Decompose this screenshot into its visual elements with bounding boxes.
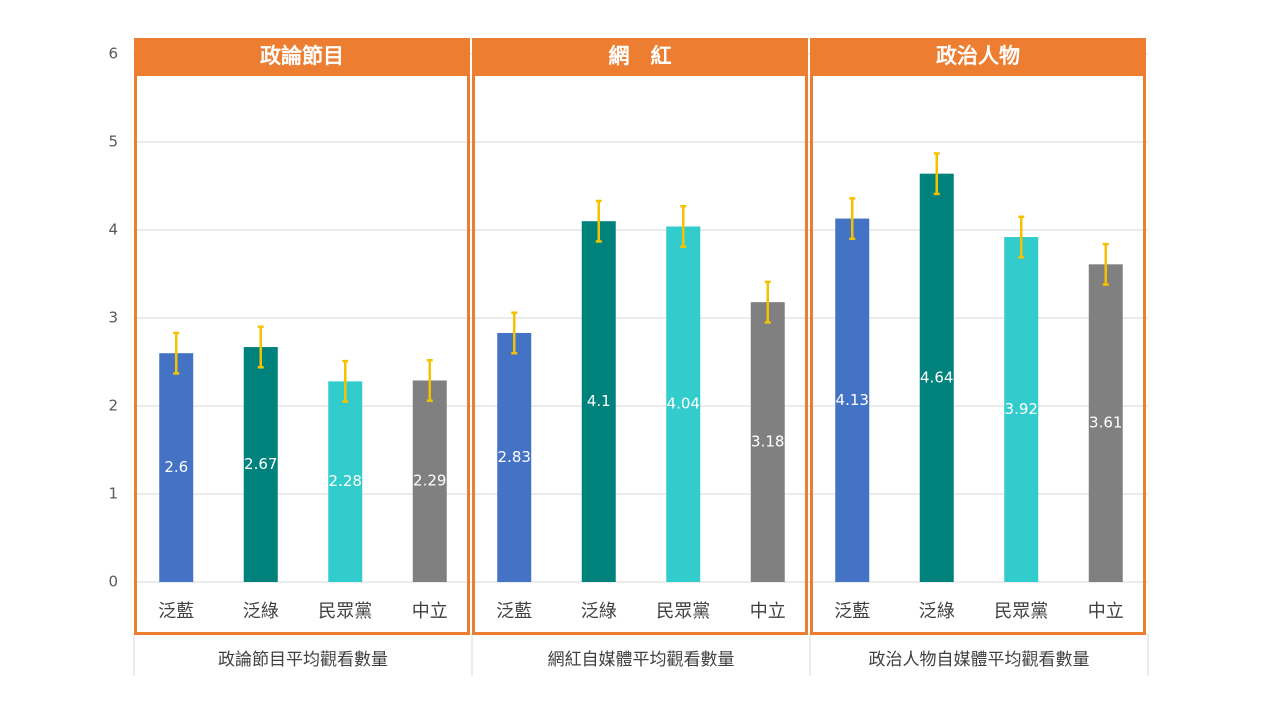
bar [243,347,278,582]
x-axis-label: 政論節目平均觀看數量 [218,650,388,670]
x-tick-label: 泛綠 [581,601,617,622]
data-label: 3.18 [751,433,784,451]
y-tick-label: 2 [108,397,118,415]
y-tick-label: 0 [108,573,118,591]
bar [1004,237,1039,583]
data-label: 4.64 [920,368,953,386]
y-tick-label: 1 [108,485,118,503]
y-tick-label: 3 [108,309,118,327]
x-axis-label: 政治人物自媒體平均觀看數量 [869,650,1090,670]
data-label: 4.1 [587,392,611,410]
x-tick-label: 中立 [412,601,448,622]
x-tick-label: 中立 [750,601,786,622]
y-tick-label: 5 [108,133,118,151]
bar [750,302,785,582]
y-tick-label: 4 [108,221,118,239]
panel-header [472,38,808,76]
x-tick-label: 民眾黨 [656,601,710,622]
x-tick-label: 泛藍 [496,601,532,622]
bar [919,173,954,582]
y-tick-label: 6 [108,45,118,63]
panel-header [810,38,1146,76]
bar [159,353,194,582]
data-label: 2.6 [164,458,188,476]
bar [835,218,870,582]
x-tick-label: 民眾黨 [994,601,1048,622]
panel-title: 網 紅 [609,44,672,68]
panel-title: 政論節目 [260,44,344,68]
x-axis-label: 網紅自媒體平均觀看數量 [548,650,735,670]
bar [666,226,701,583]
bar [497,332,532,582]
data-label: 2.67 [244,455,277,473]
x-tick-label: 中立 [1088,601,1124,622]
x-tick-label: 泛綠 [243,601,279,622]
bar [412,380,447,582]
data-label: 4.04 [667,395,700,413]
data-label: 2.29 [413,472,446,490]
panel-header [134,38,470,76]
x-tick-label: 民眾黨 [318,601,372,622]
bar [328,381,363,582]
bar [581,221,616,582]
data-label: 2.28 [329,472,362,490]
x-tick-label: 泛藍 [834,601,870,622]
panel-title: 政治人物 [936,44,1020,68]
x-tick-label: 泛藍 [158,601,194,622]
data-label: 3.92 [1005,400,1038,418]
bar [1088,264,1123,582]
data-label: 2.83 [498,448,531,466]
x-tick-label: 泛綠 [919,601,955,622]
data-label: 4.13 [836,391,869,409]
data-label: 3.61 [1089,414,1122,432]
